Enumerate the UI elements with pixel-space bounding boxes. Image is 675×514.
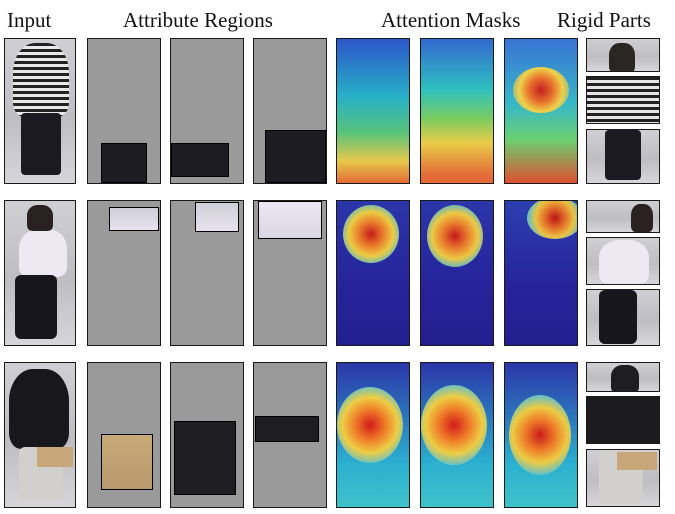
rigid-part-row3-legs bbox=[586, 449, 660, 507]
rigid-part-row3-torso bbox=[586, 396, 660, 444]
rigid-part-row3-head bbox=[586, 362, 660, 392]
attribute-region-row1-b bbox=[170, 38, 244, 184]
attribute-region-row3-c bbox=[253, 362, 327, 508]
attribute-region-row1-a bbox=[87, 38, 161, 184]
attention-mask-row2-a bbox=[336, 200, 410, 346]
attribute-region-row3-a bbox=[87, 362, 161, 508]
attention-mask-row1-c bbox=[504, 38, 578, 184]
rigid-part-row2-head bbox=[586, 200, 660, 233]
input-image-row2 bbox=[4, 200, 76, 346]
input-image-row3 bbox=[4, 362, 76, 508]
attribute-region-row3-b bbox=[170, 362, 244, 508]
attention-mask-row3-b bbox=[420, 362, 494, 508]
attribute-region-row1-c bbox=[253, 38, 327, 184]
header-rigid-parts: Rigid Parts bbox=[557, 8, 651, 32]
attention-mask-row3-a bbox=[336, 362, 410, 508]
rigid-part-row2-legs bbox=[586, 289, 660, 346]
header-attribute-regions: Attribute Regions bbox=[123, 8, 273, 32]
rigid-part-row1-legs bbox=[586, 129, 660, 184]
header-input: Input bbox=[7, 8, 52, 32]
attention-mask-row2-c bbox=[504, 200, 578, 346]
input-image-row1 bbox=[4, 38, 76, 184]
rigid-part-row1-torso bbox=[586, 76, 660, 124]
attribute-region-row2-a bbox=[87, 200, 161, 346]
attention-mask-row3-c bbox=[504, 362, 578, 508]
rigid-part-row2-torso bbox=[586, 237, 660, 285]
attention-mask-row1-a bbox=[336, 38, 410, 184]
header-attention-masks: Attention Masks bbox=[381, 8, 521, 32]
rigid-part-row1-head bbox=[586, 38, 660, 72]
attention-mask-row1-b bbox=[420, 38, 494, 184]
attention-mask-row2-b bbox=[420, 200, 494, 346]
attribute-region-row2-c bbox=[253, 200, 327, 346]
attribute-region-row2-b bbox=[170, 200, 244, 346]
